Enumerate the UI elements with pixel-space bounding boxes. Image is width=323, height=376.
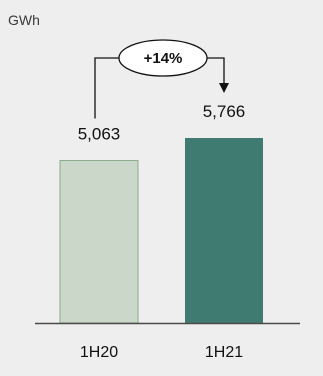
value-label-1h21: 5,766 [203,102,246,121]
change-bubble [118,39,208,77]
category-label-1h20: 1H20 [80,344,118,361]
change-percent-label: +14% [144,50,183,67]
change-arrow-head [219,83,229,93]
change-connector [94,57,225,119]
bars-group [59,138,263,324]
bar-1h20 [59,160,139,324]
category-label-1h21: 1H21 [205,344,243,361]
unit-label: GWh [8,12,40,28]
bar-1h21 [185,138,263,323]
value-label-1h20: 5,063 [78,125,121,144]
